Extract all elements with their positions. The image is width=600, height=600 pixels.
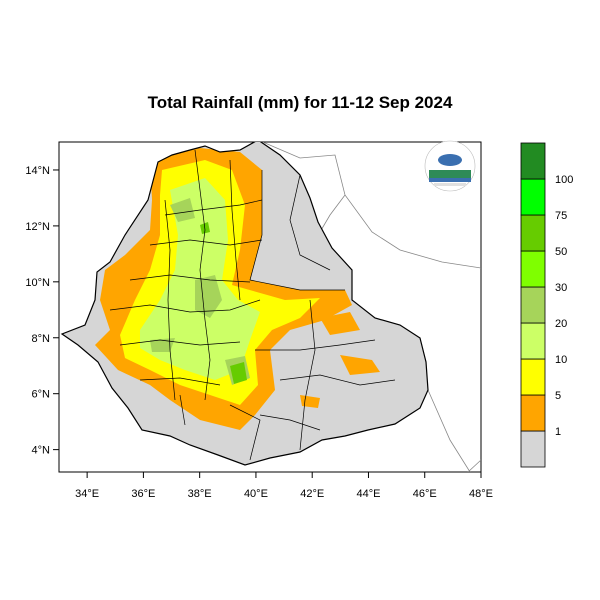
colorbar-swatch [520,358,546,396]
x-tick-label: 44°E [356,488,380,500]
colorbar-swatch [520,214,546,252]
y-tick-label: 12°N [25,221,50,233]
x-axis: 34°E 36°E 38°E 40°E 42°E 44°E 46°E 48°E [75,472,493,500]
neighbour-border [427,389,471,472]
colorbar-label: 50 [555,246,567,258]
x-tick-label: 40°E [244,488,268,500]
colorbar-legend: 1 5 10 20 30 50 75 100 [520,142,573,468]
y-tick-label: 8°N [32,333,51,345]
colorbar-label: 100 [555,174,573,186]
colorbar-label: 20 [555,318,567,330]
rainfall-30-50 [200,222,247,384]
x-tick-label: 38°E [188,488,212,500]
y-axis: 14°N 12°N 10°N 8°N 6°N 4°N [25,165,59,457]
colorbar-label: 10 [555,354,567,366]
y-tick-label: 10°N [25,277,50,289]
neighbour-border [319,194,346,233]
neighbour-border [467,459,481,472]
coastline [261,142,481,269]
x-tick-label: 36°E [131,488,155,500]
x-tick-label: 48°E [469,488,493,500]
y-tick-label: 6°N [32,389,51,401]
colorbar-label: 1 [555,426,561,438]
colorbar-swatch [520,286,546,324]
colorbar-label: 75 [555,210,567,222]
colorbar-swatch [520,430,546,468]
x-tick-label: 34°E [75,488,99,500]
map-title: Total Rainfall (mm) for 11-12 Sep 2024 [147,93,453,112]
y-tick-label: 4°N [32,445,51,457]
country-border [60,142,429,466]
region-boundaries [109,149,396,461]
y-tick-label: 14°N [25,165,50,177]
colorbar-swatch [520,250,546,288]
x-tick-label: 42°E [300,488,324,500]
colorbar-swatch [520,178,546,216]
x-tick-label: 46°E [413,488,437,500]
colorbar-label: 30 [555,282,567,294]
colorbar-label: 5 [555,390,561,402]
colorbar-swatch [520,322,546,360]
ethiopian-meteorology-institute-logo [424,140,476,192]
colorbar-swatch [520,142,546,180]
colorbar-swatch [520,394,546,432]
